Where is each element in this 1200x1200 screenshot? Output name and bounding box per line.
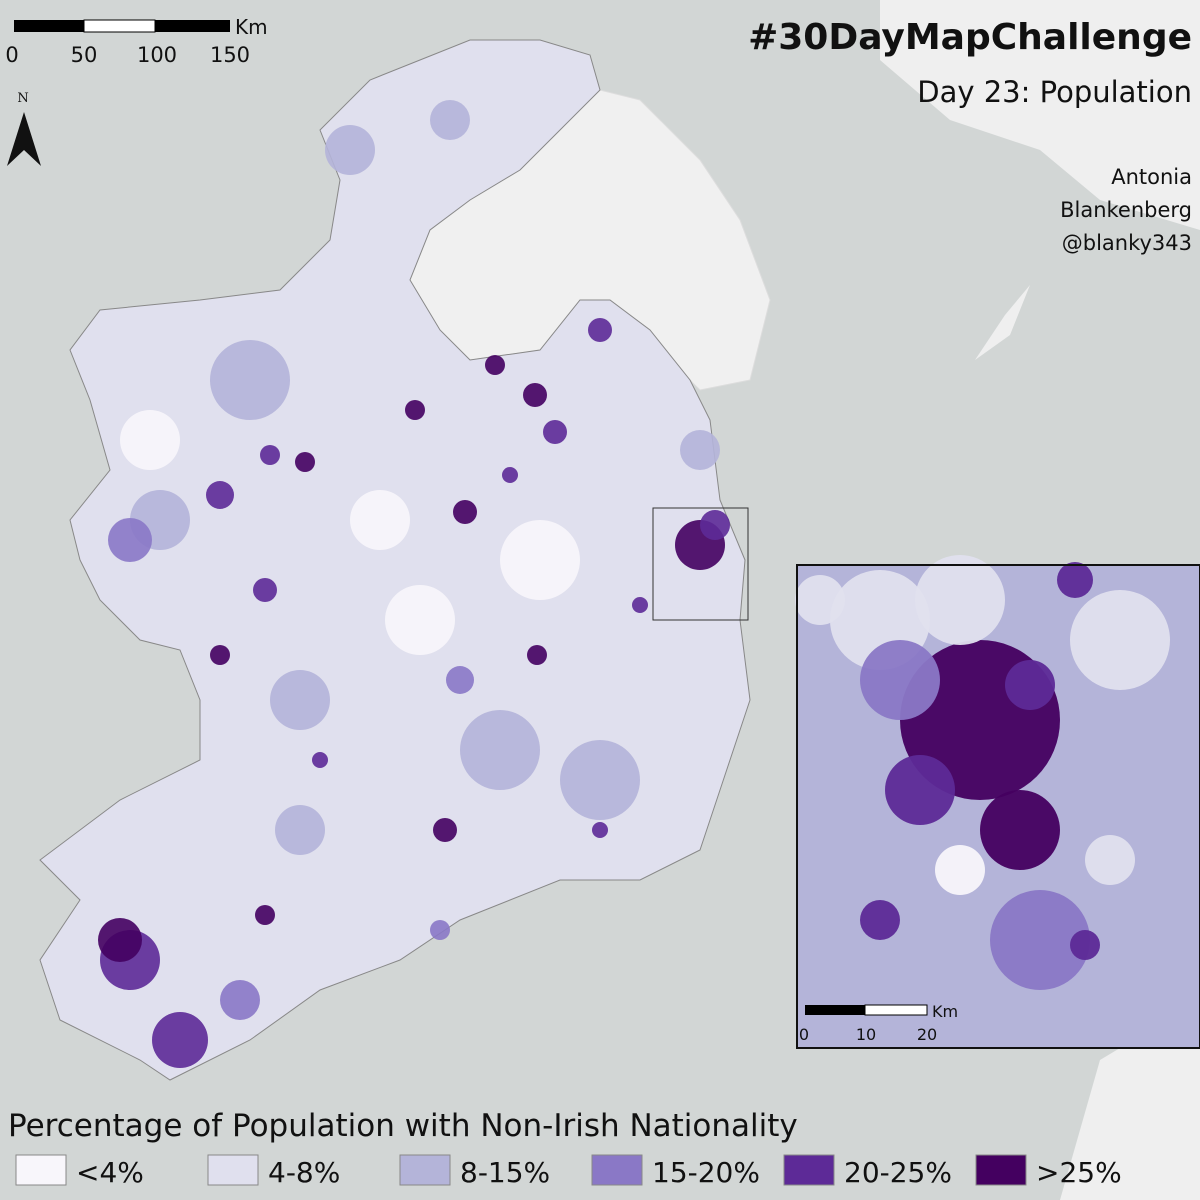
legend-label: 20-25% [844,1156,952,1189]
inset-region [1070,590,1170,690]
subtitle: Day 23: Population [917,75,1192,109]
inset-region [1070,930,1100,960]
region [210,645,230,665]
inset-extent [652,507,749,621]
regions [98,100,730,1068]
title: #30DayMapChallenge [748,17,1192,58]
region [460,710,540,790]
region [220,980,260,1020]
credit: Blankenberg [1060,198,1192,222]
inset-region [915,555,1005,645]
legend-swatch [15,1154,67,1186]
scale-label: 50 [71,43,98,67]
legend-swatch [975,1154,1027,1186]
region [543,420,567,444]
region [588,318,612,342]
scale-unit: Km [235,15,268,39]
scale-segment [155,20,230,32]
inset-region [830,810,890,870]
region [210,340,290,420]
inset-region [1085,835,1135,885]
inset-scale-segment [864,1004,928,1016]
inset-regions [795,555,1170,990]
region [152,1012,208,1068]
region [350,490,410,550]
scale-label: 100 [137,43,177,67]
region [260,445,280,465]
inset-region [1120,770,1160,810]
legend-label: 15-20% [652,1156,760,1189]
legend-label: <4% [76,1156,144,1189]
region [453,500,477,524]
credit: @blanky343 [1062,231,1192,255]
region [108,518,152,562]
inset-region [860,900,900,940]
inset-region [980,790,1060,870]
region [270,670,330,730]
region [253,578,277,602]
region [527,645,547,665]
legend-label: 4-8% [268,1156,340,1189]
legend-swatch [399,1154,451,1186]
region [485,355,505,375]
region [405,400,425,420]
inset-region [860,640,940,720]
region [295,452,315,472]
region [325,125,375,175]
scale-segment [83,19,156,33]
north-label: N [17,91,28,106]
legend-label: 8-15% [460,1156,550,1189]
region [275,805,325,855]
inset-region [885,755,955,825]
region [120,410,180,470]
inset-region [795,575,845,625]
inset-region [990,890,1090,990]
region [98,918,142,962]
inset-scale-label: 0 [799,1025,809,1044]
region [446,666,474,694]
region [312,752,328,768]
legend: <4% 4-8% 8-15% 15-20% 20-25% >25% [15,1154,1122,1189]
inset-region [1005,660,1055,710]
region [385,585,455,655]
legend-swatch [591,1154,643,1186]
credit: Antonia [1111,165,1192,189]
ireland [39,39,751,1081]
inset-frame [796,564,1200,1049]
region [430,100,470,140]
britain-south [1060,1000,1200,1200]
scale-label: 150 [210,43,250,67]
inset-region [935,845,985,895]
region [632,597,648,613]
region [680,430,720,470]
legend-title: Percentage of Population with Non-Irish … [8,1108,798,1144]
region [560,740,640,820]
scale-segment [14,20,84,32]
inset-region [1057,562,1093,598]
region [430,920,450,940]
region [592,822,608,838]
britain-north [880,0,1200,230]
isle-of-man [975,285,1030,360]
legend-swatch [783,1154,835,1186]
region [433,818,457,842]
inset-scale-label: 10 [856,1025,876,1044]
region [502,467,518,483]
north-arrow [7,112,41,166]
region [700,510,730,540]
inset-scale-unit: Km [932,1002,958,1021]
inset-scale-label: 20 [917,1025,937,1044]
legend-swatch [207,1154,259,1186]
inset-scale-segment [805,1005,865,1015]
region [523,383,547,407]
region [500,520,580,600]
legend-label: >25% [1036,1156,1122,1189]
region [255,905,275,925]
scale-label: 0 [5,43,18,67]
region [206,481,234,509]
